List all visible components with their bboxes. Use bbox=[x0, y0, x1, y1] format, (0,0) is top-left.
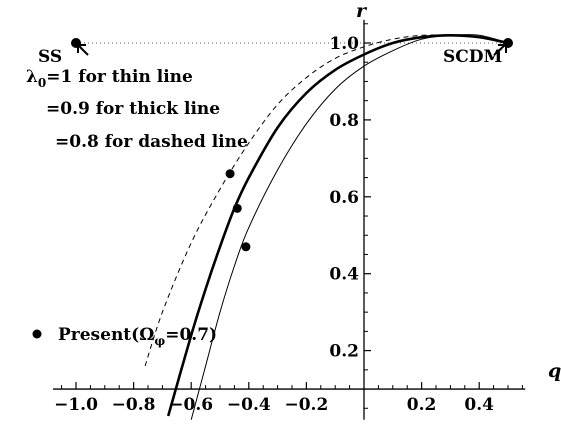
lambda-symbol: λ bbox=[26, 67, 38, 87]
series-thin-line bbox=[190, 34, 509, 420]
x-tick-label-0: −1.0 bbox=[54, 395, 98, 415]
present-legend: Present(Ωφ=0.7) bbox=[58, 325, 217, 348]
present-point-0 bbox=[225, 169, 235, 179]
x-tick-label-5: 0.2 bbox=[407, 395, 437, 415]
ss-arrow-shaft bbox=[77, 44, 89, 56]
x-tick-label-1: −0.8 bbox=[112, 395, 156, 415]
lambda-legend-line1: λ0=1 for thin line bbox=[26, 67, 193, 90]
present-point-2 bbox=[241, 242, 251, 252]
y-axis-label: r bbox=[356, 0, 368, 22]
present-value: =0.7) bbox=[165, 325, 217, 345]
scdm-arrow bbox=[493, 44, 507, 56]
x-tick-label-6: 0.4 bbox=[464, 395, 494, 415]
x-tick-label-2: −0.6 bbox=[169, 395, 213, 415]
y-tick-label-0: 0.2 bbox=[329, 342, 359, 362]
lambda-line1-text: =1 for thin line bbox=[46, 67, 193, 87]
series-layer bbox=[144, 33, 509, 420]
y-tick-label-3: 0.8 bbox=[329, 111, 359, 131]
present-subscript: φ bbox=[154, 334, 165, 348]
present-point-1 bbox=[232, 203, 242, 213]
x-tick-label-3: −0.4 bbox=[227, 395, 271, 415]
scdm-label: SCDM bbox=[443, 47, 503, 67]
y-tick-label-2: 0.6 bbox=[329, 188, 359, 208]
scdm-arrow-shaft bbox=[493, 44, 506, 56]
points-layer bbox=[71, 38, 513, 252]
lambda-legend-line2: =0.9 for thick line bbox=[46, 99, 220, 119]
scdm-arrow-head bbox=[498, 44, 507, 53]
lambda-legend-line3: =0.8 for dashed line bbox=[55, 132, 248, 152]
x-axis-label: q bbox=[548, 360, 561, 382]
ticks-layer: −1.0 −0.8 −0.6 −0.4 −0.2 0.2 0.4 0.2 0.4 0.6 0.8 1.… bbox=[54, 23, 523, 415]
y-tick-label-4: 1.0 bbox=[329, 34, 359, 54]
lambda-subscript: 0 bbox=[38, 76, 46, 90]
x-tick-label-4: −0.2 bbox=[284, 395, 328, 415]
ss-arrow bbox=[77, 44, 89, 56]
present-legend-marker bbox=[32, 329, 42, 339]
y-tick-label-1: 0.4 bbox=[329, 265, 359, 285]
axes-layer bbox=[52, 19, 526, 420]
ss-arrow-head bbox=[77, 44, 86, 53]
present-text: Present(Ω bbox=[58, 325, 154, 345]
ss-label: SS bbox=[38, 47, 62, 67]
series-dashed-line bbox=[144, 34, 509, 367]
